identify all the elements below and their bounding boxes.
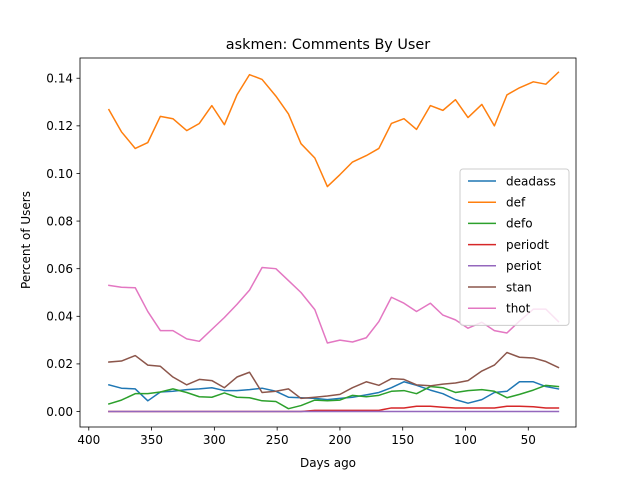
chart-title: askmen: Comments By User [226, 37, 430, 53]
legend-label-thot: thot [506, 302, 531, 316]
y-tick-label: 0.06 [46, 262, 73, 276]
series-line-def [107, 71, 560, 188]
y-axis-label: Percent of Users [19, 191, 33, 289]
plot-area [79, 57, 577, 428]
series-line-deadass [107, 381, 560, 404]
x-tick-label: 300 [203, 433, 226, 447]
y-axis: 0.00 0.02 0.04 0.06 0.08 0.10 0.12 0.14 [46, 72, 80, 419]
plot-frame [79, 57, 577, 428]
x-tick-label: 200 [328, 433, 351, 447]
y-tick-label: 0.00 [46, 405, 73, 419]
legend-label-defo: defo [506, 217, 533, 231]
legend-label-stan: stan [506, 280, 532, 294]
series-line-defo [107, 384, 560, 410]
legend-label-def: def [506, 196, 526, 210]
legend-label-deadass: deadass [506, 174, 556, 188]
x-axis-label: Days ago [300, 456, 356, 470]
y-tick-label: 0.02 [46, 357, 73, 371]
y-tick-label: 0.12 [46, 119, 73, 133]
y-tick-label: 0.10 [46, 167, 73, 181]
x-axis: 400 350 300 250 200 150 100 50 [77, 427, 536, 447]
series-line-stan [108, 351, 560, 400]
x-tick-label: 250 [266, 433, 289, 447]
legend: deadass def defo periodt periot stan thot [459, 168, 570, 326]
x-tick-label: 100 [454, 433, 477, 447]
x-tick-label: 400 [77, 433, 100, 447]
legend-label-periodt: periodt [506, 238, 549, 252]
y-tick-label: 0.08 [46, 214, 73, 228]
x-tick-label: 50 [521, 433, 536, 447]
y-tick-label: 0.04 [46, 310, 73, 324]
x-tick-label: 350 [140, 433, 163, 447]
y-tick-label: 0.14 [46, 72, 73, 86]
legend-label-periot: periot [506, 259, 542, 273]
x-tick-label: 150 [391, 433, 414, 447]
